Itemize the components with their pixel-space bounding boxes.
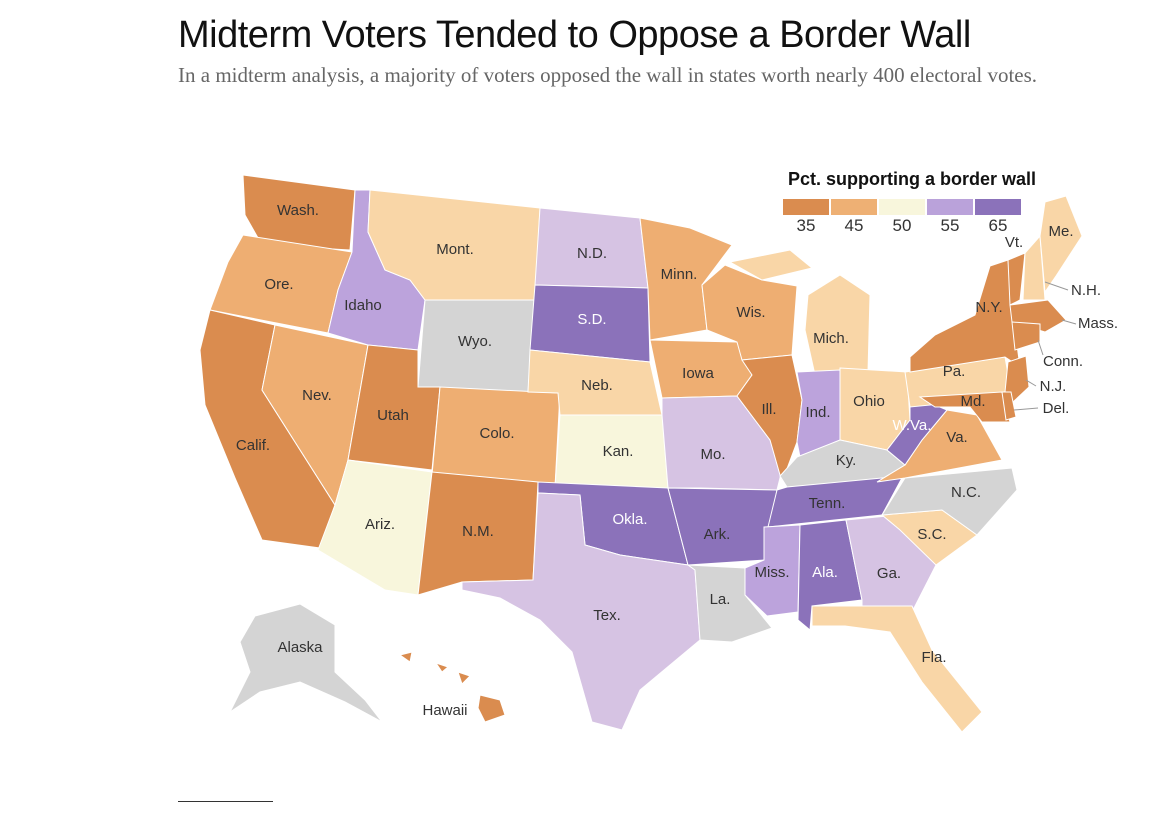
state-shape[interactable] xyxy=(1007,252,1026,306)
state-il[interactable] xyxy=(736,354,803,484)
state-label: Minn. xyxy=(661,266,698,283)
state-nj[interactable] xyxy=(1004,355,1030,403)
legend-label: 50 xyxy=(892,216,912,235)
state-label: S.C. xyxy=(917,526,946,543)
state-label: Mass. xyxy=(1078,315,1118,332)
state-label: Miss. xyxy=(755,564,790,581)
state-label: N.J. xyxy=(1040,378,1067,395)
label-leader-line xyxy=(1037,339,1044,356)
state-label: Alaska xyxy=(277,639,323,656)
state-shape[interactable] xyxy=(1039,195,1083,294)
state-label: Fla. xyxy=(921,649,946,666)
state-fl[interactable] xyxy=(811,605,983,733)
state-me[interactable] xyxy=(1039,195,1083,294)
state-ak[interactable] xyxy=(228,603,383,723)
state-label: Nev. xyxy=(302,387,332,404)
legend-label: 65 xyxy=(988,216,1008,235)
label-leader-line xyxy=(1013,407,1039,411)
state-shape[interactable] xyxy=(909,259,1021,373)
chart-subtitle: In a midterm analysis, a majority of vot… xyxy=(178,63,1038,87)
legend-title: Pct. supporting a border wall xyxy=(788,169,1037,189)
state-label: Wash. xyxy=(277,202,319,219)
state-shape[interactable] xyxy=(398,651,413,663)
state-label: Ore. xyxy=(264,276,293,293)
state-label: Conn. xyxy=(1043,353,1083,370)
state-label: Colo. xyxy=(479,425,514,442)
footnote-divider xyxy=(178,801,273,802)
state-label: W.Va. xyxy=(893,417,932,434)
state-shape[interactable] xyxy=(477,694,506,723)
state-label: Mo. xyxy=(700,446,725,463)
state-hi[interactable] xyxy=(398,651,506,723)
state-label: Me. xyxy=(1048,223,1073,240)
state-label: Del. xyxy=(1043,400,1070,417)
legend-swatch xyxy=(927,199,973,215)
state-shape[interactable] xyxy=(1001,391,1017,421)
state-label: Ala. xyxy=(812,564,838,581)
state-label: N.Y. xyxy=(975,299,1002,316)
state-ny[interactable] xyxy=(909,259,1021,373)
state-label: N.D. xyxy=(577,245,607,262)
state-shape[interactable] xyxy=(228,603,383,723)
state-shape[interactable] xyxy=(804,274,871,376)
state-label: Okla. xyxy=(612,511,647,528)
legend-swatch xyxy=(879,199,925,215)
state-shape[interactable] xyxy=(1004,355,1030,403)
state-label: Tex. xyxy=(593,607,621,624)
state-label: Wis. xyxy=(736,304,765,321)
state-label: Ind. xyxy=(805,404,830,421)
chart-title: Midterm Voters Tended to Oppose a Border… xyxy=(178,14,971,56)
state-shape[interactable] xyxy=(736,354,803,484)
state-label: N.C. xyxy=(951,484,981,501)
legend-swatch xyxy=(783,199,829,215)
state-label: La. xyxy=(710,591,731,608)
legend-label: 55 xyxy=(940,216,960,235)
legend-swatch xyxy=(831,199,877,215)
state-shape[interactable] xyxy=(434,662,450,673)
label-leader-line xyxy=(1044,281,1069,291)
label-leader-line xyxy=(1061,319,1077,325)
state-label: S.D. xyxy=(577,311,606,328)
legend-label: 45 xyxy=(844,216,864,235)
state-de[interactable] xyxy=(1001,391,1017,421)
state-label: Iowa xyxy=(682,365,714,382)
state-ct[interactable] xyxy=(1011,321,1041,351)
state-label: Hawaii xyxy=(422,702,467,719)
state-label: Ark. xyxy=(704,526,731,543)
state-label: Ky. xyxy=(836,452,857,469)
state-label: Mont. xyxy=(436,241,474,258)
state-label: Vt. xyxy=(1005,234,1023,251)
state-label: Idaho xyxy=(344,297,382,314)
state-shape[interactable] xyxy=(728,249,814,281)
state-label: Utah xyxy=(377,407,409,424)
state-label: Md. xyxy=(960,393,985,410)
state-label: Mich. xyxy=(813,330,849,347)
state-shape[interactable] xyxy=(1011,321,1041,351)
state-label: Wyo. xyxy=(458,333,492,350)
state-label: Pa. xyxy=(943,363,966,380)
state-label: Neb. xyxy=(581,377,613,394)
state-label: Va. xyxy=(946,429,967,446)
state-tx[interactable] xyxy=(461,492,701,731)
state-vt[interactable] xyxy=(1007,252,1026,306)
state-label: N.M. xyxy=(462,523,494,540)
state-label: Ariz. xyxy=(365,516,395,533)
label-leader-line xyxy=(1025,379,1037,387)
state-shape[interactable] xyxy=(457,671,471,685)
state-label: Tenn. xyxy=(809,495,846,512)
state-label: Kan. xyxy=(603,443,634,460)
state-label: Ga. xyxy=(877,565,901,582)
state-label: N.H. xyxy=(1071,282,1101,299)
state-label: Ohio xyxy=(853,393,885,410)
legend-swatch xyxy=(975,199,1021,215)
legend-label: 35 xyxy=(796,216,816,235)
state-shape[interactable] xyxy=(811,605,983,733)
state-mi[interactable] xyxy=(728,249,871,376)
state-label: Ill. xyxy=(762,401,777,418)
state-label: Calif. xyxy=(236,437,270,454)
state-shape[interactable] xyxy=(461,492,701,731)
